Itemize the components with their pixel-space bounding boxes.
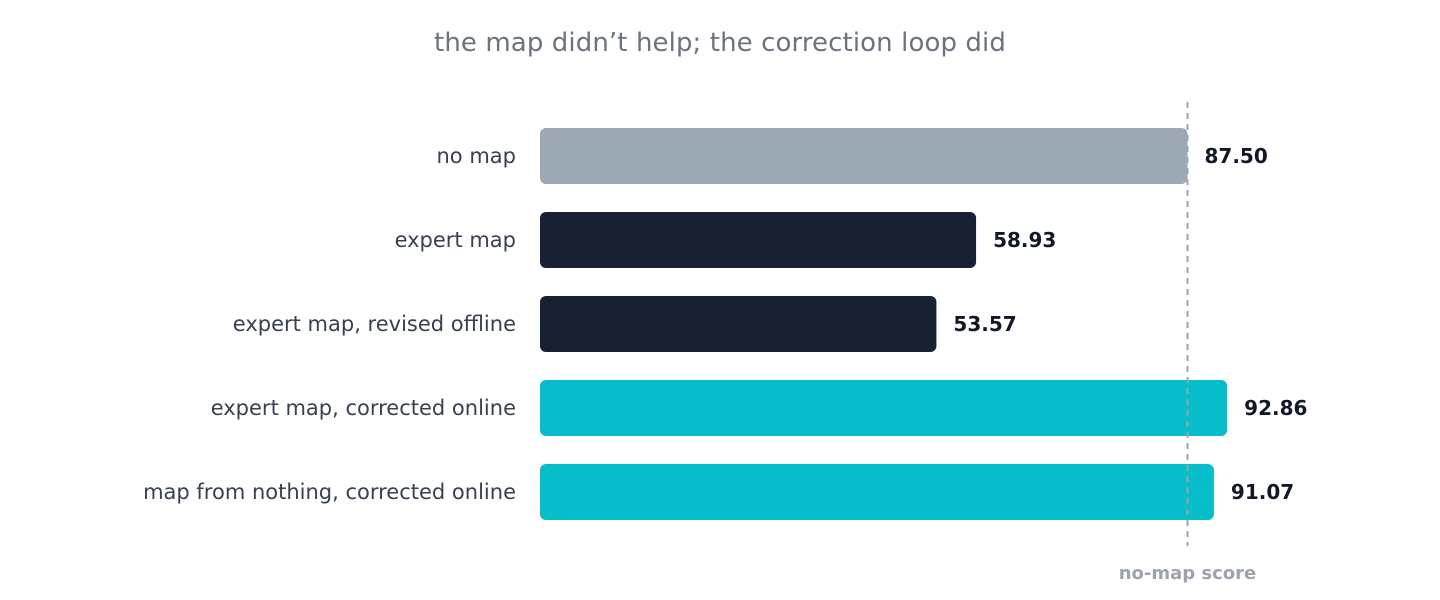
- category-label-1: expert map: [395, 228, 516, 252]
- bar-3: [540, 380, 1228, 436]
- chart-title: the map didn’t help; the correction loop…: [434, 28, 1006, 58]
- bars-layer: [540, 128, 1228, 520]
- category-label-3: expert map, corrected online: [211, 396, 516, 420]
- value-label-4: 91.07: [1231, 480, 1294, 504]
- bar-4: [540, 464, 1214, 520]
- category-label-4: map from nothing, corrected online: [143, 480, 516, 504]
- value-label-0: 87.50: [1205, 144, 1268, 168]
- value-label-2: 53.57: [953, 312, 1016, 336]
- bar-1: [540, 212, 977, 268]
- value-label-1: 58.93: [993, 228, 1056, 252]
- category-label-0: no map: [437, 144, 517, 168]
- bar-2: [540, 296, 937, 352]
- value-label-3: 92.86: [1244, 396, 1307, 420]
- reference-line-label: no-map score: [1119, 563, 1257, 584]
- category-label-2: expert map, revised offline: [233, 312, 516, 336]
- reference-layer: no-map score: [1119, 102, 1257, 584]
- labels-layer: no map 87.50 expert map 58.93 expert map, re…: [143, 144, 1307, 504]
- bar-0: [540, 128, 1188, 184]
